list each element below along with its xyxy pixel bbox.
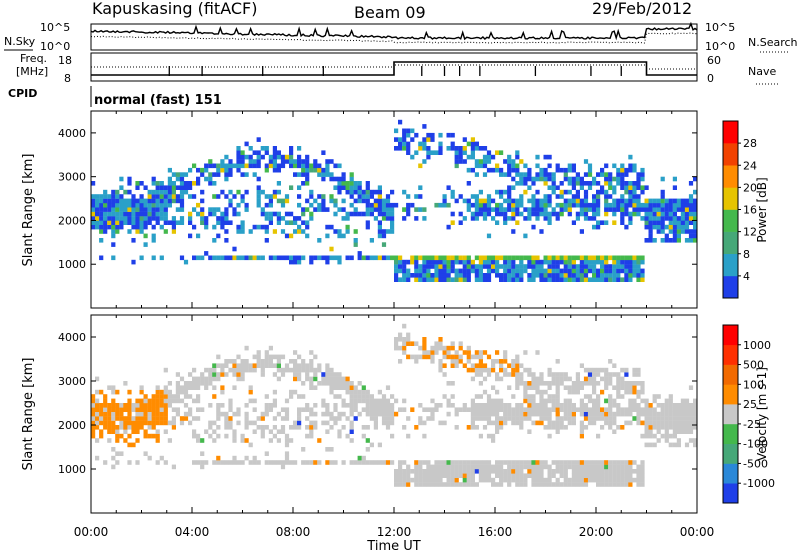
colorbar-swatch <box>723 165 738 188</box>
date-title: 29/Feb/2012 <box>592 0 692 18</box>
cpid-value: normal (fast) 151 <box>94 93 222 108</box>
colorbar-tick-label: 25 <box>743 398 757 411</box>
colorbar-tick-label: -25 <box>743 418 761 431</box>
colorbar-tick-label: 1000 <box>743 339 771 352</box>
power-colorbar-label: Power [dB] <box>755 177 769 242</box>
colorbar-tick-label: -100 <box>743 438 768 451</box>
colorbar-swatch <box>723 187 738 210</box>
velocity-colorbar-label: Velocity [m s-1] <box>755 367 769 461</box>
noise-tick-low-left: 10^0 <box>40 40 70 53</box>
colorbar-swatch <box>723 364 738 385</box>
colorbar-tick-label: 20 <box>743 181 757 194</box>
time-tick-label: 00:00 <box>74 525 109 539</box>
noise-tick-high-right: 10^5 <box>705 21 735 34</box>
svg-text:3000: 3000 <box>58 171 86 184</box>
power-yticks: 1000 2000 3000 4000 <box>58 127 697 271</box>
colorbar-swatch <box>723 443 738 464</box>
noise-tick-high-left: 10^5 <box>40 21 70 34</box>
nave-label: Nave <box>748 65 776 78</box>
nave-tick-high: 60 <box>707 54 721 67</box>
noise-tick-low-right: 10^0 <box>705 40 735 53</box>
colorbar-swatch <box>723 423 738 444</box>
colorbar-swatch <box>723 384 738 405</box>
time-tick-label: 16:00 <box>478 525 513 539</box>
colorbar-tick-label: 100 <box>743 378 764 391</box>
nave-line <box>91 64 697 70</box>
colorbar-tick-label: 24 <box>743 159 757 172</box>
cpid-label: CPID <box>8 87 37 100</box>
xaxis-label: Time UT <box>366 539 420 554</box>
colorbar-tick-label: -1000 <box>743 477 775 490</box>
colorbar-swatch <box>723 325 738 346</box>
velocity-ylabel: Slant Range [km] <box>21 358 36 471</box>
svg-text:4000: 4000 <box>58 331 86 344</box>
svg-text:4000: 4000 <box>58 127 86 140</box>
svg-text:2000: 2000 <box>58 214 86 227</box>
svg-text:3000: 3000 <box>58 375 86 388</box>
time-tick-label: 00:00 <box>680 525 715 539</box>
nave-tick-low: 0 <box>707 72 714 85</box>
velocity-colorbar: 1000 500 100 25 -25 -100 -500 -1000 <box>722 324 775 504</box>
colorbar-swatch <box>723 483 738 504</box>
colorbar-tick-label: 12 <box>743 226 757 239</box>
velocity-xticks <box>90 315 698 513</box>
beam-title: Beam 09 <box>354 3 426 22</box>
power-ylabel: Slant Range [km] <box>21 154 36 267</box>
colorbar-swatch <box>723 344 738 365</box>
colorbar-tick-label: -500 <box>743 457 768 470</box>
colorbar-tick-label: 28 <box>743 137 757 150</box>
freq-tick-high: 18 <box>58 54 72 67</box>
freq-line <box>91 61 697 76</box>
svg-text:2000: 2000 <box>58 419 86 432</box>
time-labels: 00:00 04:00 08:00 12:00 16:00 20:00 00:00 <box>74 525 715 539</box>
freq-tick-low: 8 <box>64 72 71 85</box>
time-tick-label: 12:00 <box>377 525 412 539</box>
nave-spikes <box>168 66 622 76</box>
freq-unit: [MHz] <box>16 65 48 78</box>
power-panel: 1000 2000 3000 4000 Slant Range [km] <box>21 110 698 309</box>
power-cells <box>91 119 698 282</box>
colorbar-swatch <box>723 209 738 232</box>
noise-search-line <box>90 32 698 44</box>
freq-label: Freq. <box>20 52 47 65</box>
power-xticks <box>90 111 698 308</box>
colorbar-swatch <box>723 463 738 484</box>
station-title: Kapuskasing (fitACF) <box>92 0 257 18</box>
colorbar-swatch <box>723 121 738 144</box>
time-tick-label: 08:00 <box>276 525 311 539</box>
time-tick-label: 20:00 <box>579 525 614 539</box>
power-colorbar: 4 8 12 16 20 24 28 <box>722 120 757 299</box>
svg-text:1000: 1000 <box>58 463 86 476</box>
colorbar-tick-label: 500 <box>743 359 764 372</box>
velocity-panel: 1000 2000 3000 4000 Slant Range [km] <box>21 314 698 514</box>
colorbar-swatch <box>723 275 738 299</box>
colorbar-tick-label: 8 <box>743 248 750 261</box>
velocity-yticks: 1000 2000 3000 4000 <box>58 331 697 476</box>
noise-sky-line <box>90 21 698 41</box>
nsky-label: N.Sky <box>4 35 36 48</box>
time-tick-label: 04:00 <box>175 525 210 539</box>
colorbar-swatch <box>723 231 738 254</box>
svg-text:1000: 1000 <box>58 258 86 271</box>
nsearch-label: N.Search <box>748 36 798 49</box>
velocity-cells <box>91 323 698 487</box>
colorbar-swatch <box>723 143 738 166</box>
colorbar-tick-label: 16 <box>743 204 757 217</box>
colorbar-tick-label: 4 <box>743 270 750 283</box>
colorbar-swatch <box>723 404 738 425</box>
colorbar-swatch <box>723 253 738 277</box>
